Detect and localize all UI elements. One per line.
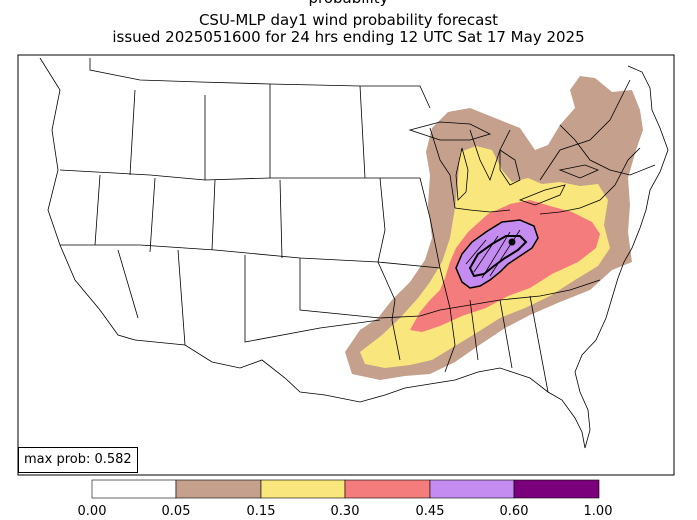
title-line-1: CSU-MLP day1 wind probability forecast — [198, 11, 499, 29]
colorbar-tick-2: 0.15 — [246, 504, 276, 519]
great-lakes — [408, 121, 600, 206]
colorbar-seg-0 — [91, 479, 177, 499]
map-frame — [17, 54, 675, 476]
colorbar-seg-2 — [260, 479, 346, 499]
colorbar-seg-4 — [429, 479, 515, 499]
colorbar-tick-5: 0.60 — [499, 504, 529, 519]
colorbar — [91, 479, 600, 499]
colorbar-tick-4: 0.45 — [415, 504, 445, 519]
probability-contours — [345, 76, 643, 380]
colorbar-seg-5 — [513, 479, 600, 499]
title-line-0: probability — [0, 0, 697, 7]
colorbar-tick-6: 1.00 — [583, 504, 613, 519]
max-prob-label: max prob: 0.582 — [18, 447, 138, 473]
colorbar-tick-0: 0.00 — [77, 504, 107, 519]
map-borders — [39, 57, 669, 449]
colorbar-tick-1: 0.05 — [161, 504, 191, 519]
colorbar-seg-3 — [344, 479, 431, 499]
contour-058-outline — [468, 235, 528, 278]
colorbar-seg-1 — [175, 479, 262, 499]
title-line-2: issued 2025051600 for 24 hrs ending 12 U… — [112, 28, 585, 46]
hatch-lines — [465, 229, 521, 279]
colorbar-tick-3: 0.30 — [330, 504, 360, 519]
